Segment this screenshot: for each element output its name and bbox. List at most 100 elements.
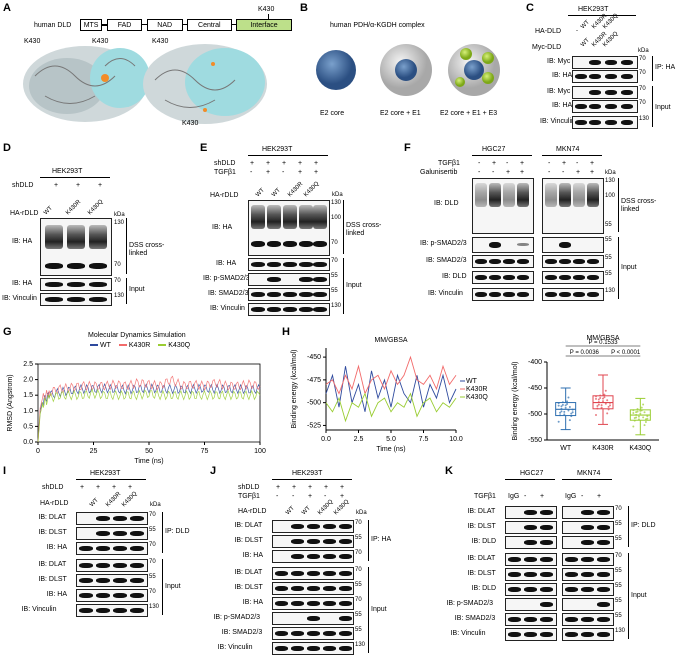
band [508, 631, 521, 637]
kda-label: 70 [149, 589, 156, 595]
blot-label: IB: HA [242, 552, 264, 559]
header-line [542, 155, 602, 156]
sign: - [282, 169, 285, 176]
band [96, 515, 110, 521]
data-point [603, 393, 606, 396]
band [79, 592, 93, 598]
kda-label: 55 [605, 222, 612, 228]
y-tick-label: -475 [307, 377, 321, 384]
band [339, 570, 352, 576]
kda-label: kDa [332, 192, 343, 198]
blot-image [76, 527, 148, 540]
band [307, 585, 320, 591]
panel-label-c: C [526, 2, 534, 14]
legend-swatch [90, 344, 98, 347]
col-label: K430Q [303, 180, 321, 199]
y-tick-label: 1.0 [23, 408, 33, 415]
band [508, 616, 521, 622]
blot-label: IB: Vinculin [450, 630, 486, 637]
data-point [632, 425, 635, 428]
band [275, 600, 288, 606]
sign: + [298, 169, 303, 176]
y-axis-label: Binding energy (kcal/mol) [512, 362, 519, 441]
blot-label: IB: DLD [471, 538, 497, 545]
site-label: K430 [182, 120, 199, 127]
group-label: IP: DLD [165, 527, 190, 535]
sign: + [576, 169, 581, 176]
data-point [597, 401, 600, 404]
header-line [40, 177, 110, 178]
blot-image [272, 535, 354, 548]
sign: + [308, 484, 313, 491]
band [291, 645, 304, 651]
band [339, 538, 352, 544]
band [524, 556, 537, 562]
data-point [571, 408, 574, 411]
x-tick-label: 50 [145, 448, 153, 455]
group-bracket [126, 218, 127, 274]
header-line [505, 479, 555, 480]
data-point [568, 406, 571, 409]
kda-label: 70 [114, 262, 121, 268]
data-point [561, 403, 564, 406]
band [291, 538, 304, 544]
caption-e2-e1-e3: E2 core + E1 + E3 [440, 110, 498, 117]
sign: + [266, 160, 271, 167]
data-point [564, 406, 567, 409]
band [524, 509, 537, 515]
cell-line: HEK293T [90, 470, 121, 477]
data-point [635, 411, 638, 414]
p-value-label: P < 0.0001 [611, 350, 641, 356]
blot-image [272, 627, 354, 640]
sign: - [506, 160, 509, 167]
blot-label: IB: DLAT [234, 569, 263, 576]
blot-label: IB: Vinculin [540, 118, 575, 125]
blot-image [472, 271, 534, 284]
data-point [559, 414, 562, 417]
blot-image [505, 598, 557, 611]
blot-image [40, 278, 112, 291]
band [565, 586, 578, 592]
band [597, 509, 610, 515]
x-tick-label: 10.0 [449, 436, 463, 443]
x-axis-label: Time (ns) [134, 458, 163, 465]
band [581, 571, 594, 577]
panel-label-b: B [300, 2, 308, 14]
kda-label: 130 [605, 178, 616, 184]
band [275, 645, 288, 651]
kda-label: 55 [149, 574, 156, 580]
sign: - [576, 160, 579, 167]
group-label: DSS cross-linked [129, 242, 165, 257]
domain-mts: MTS [80, 19, 103, 31]
data-point [557, 420, 560, 423]
kda-label: kDa [356, 510, 367, 516]
sign: - [548, 160, 551, 167]
kda-label: 70 [331, 240, 338, 246]
y-tick-label: 2.0 [23, 377, 33, 384]
kda-label: 130 [114, 220, 125, 226]
y-tick-label: -525 [307, 422, 321, 429]
blot-image [505, 613, 557, 626]
sign: + [98, 182, 103, 189]
col-label: WT [285, 505, 296, 517]
row-label: TGFβ1 [438, 160, 460, 167]
kda-label: 130 [615, 628, 626, 634]
sign: + [492, 160, 497, 167]
category-label: K430R [592, 445, 613, 452]
kda-label: 55 [331, 288, 338, 294]
kda-label: 55 [615, 583, 622, 589]
complex-diagram [316, 44, 500, 96]
panel-label-j: J [210, 465, 217, 477]
y-axis-label: Binding energy (kcal/mol) [291, 350, 298, 429]
col-label: - [524, 493, 527, 500]
blot-image [542, 271, 604, 284]
legend-swatch [158, 344, 167, 347]
site-label: K430 [92, 38, 109, 45]
group-bracket [343, 200, 344, 254]
legend-label: K430R [128, 342, 151, 349]
data-point [557, 402, 560, 405]
linker [102, 24, 107, 26]
complex-title: human PDH/α-KGDH complex [330, 22, 425, 29]
legend-label: K430Q [466, 394, 488, 401]
blot-label: IB: DLAT [38, 514, 67, 521]
